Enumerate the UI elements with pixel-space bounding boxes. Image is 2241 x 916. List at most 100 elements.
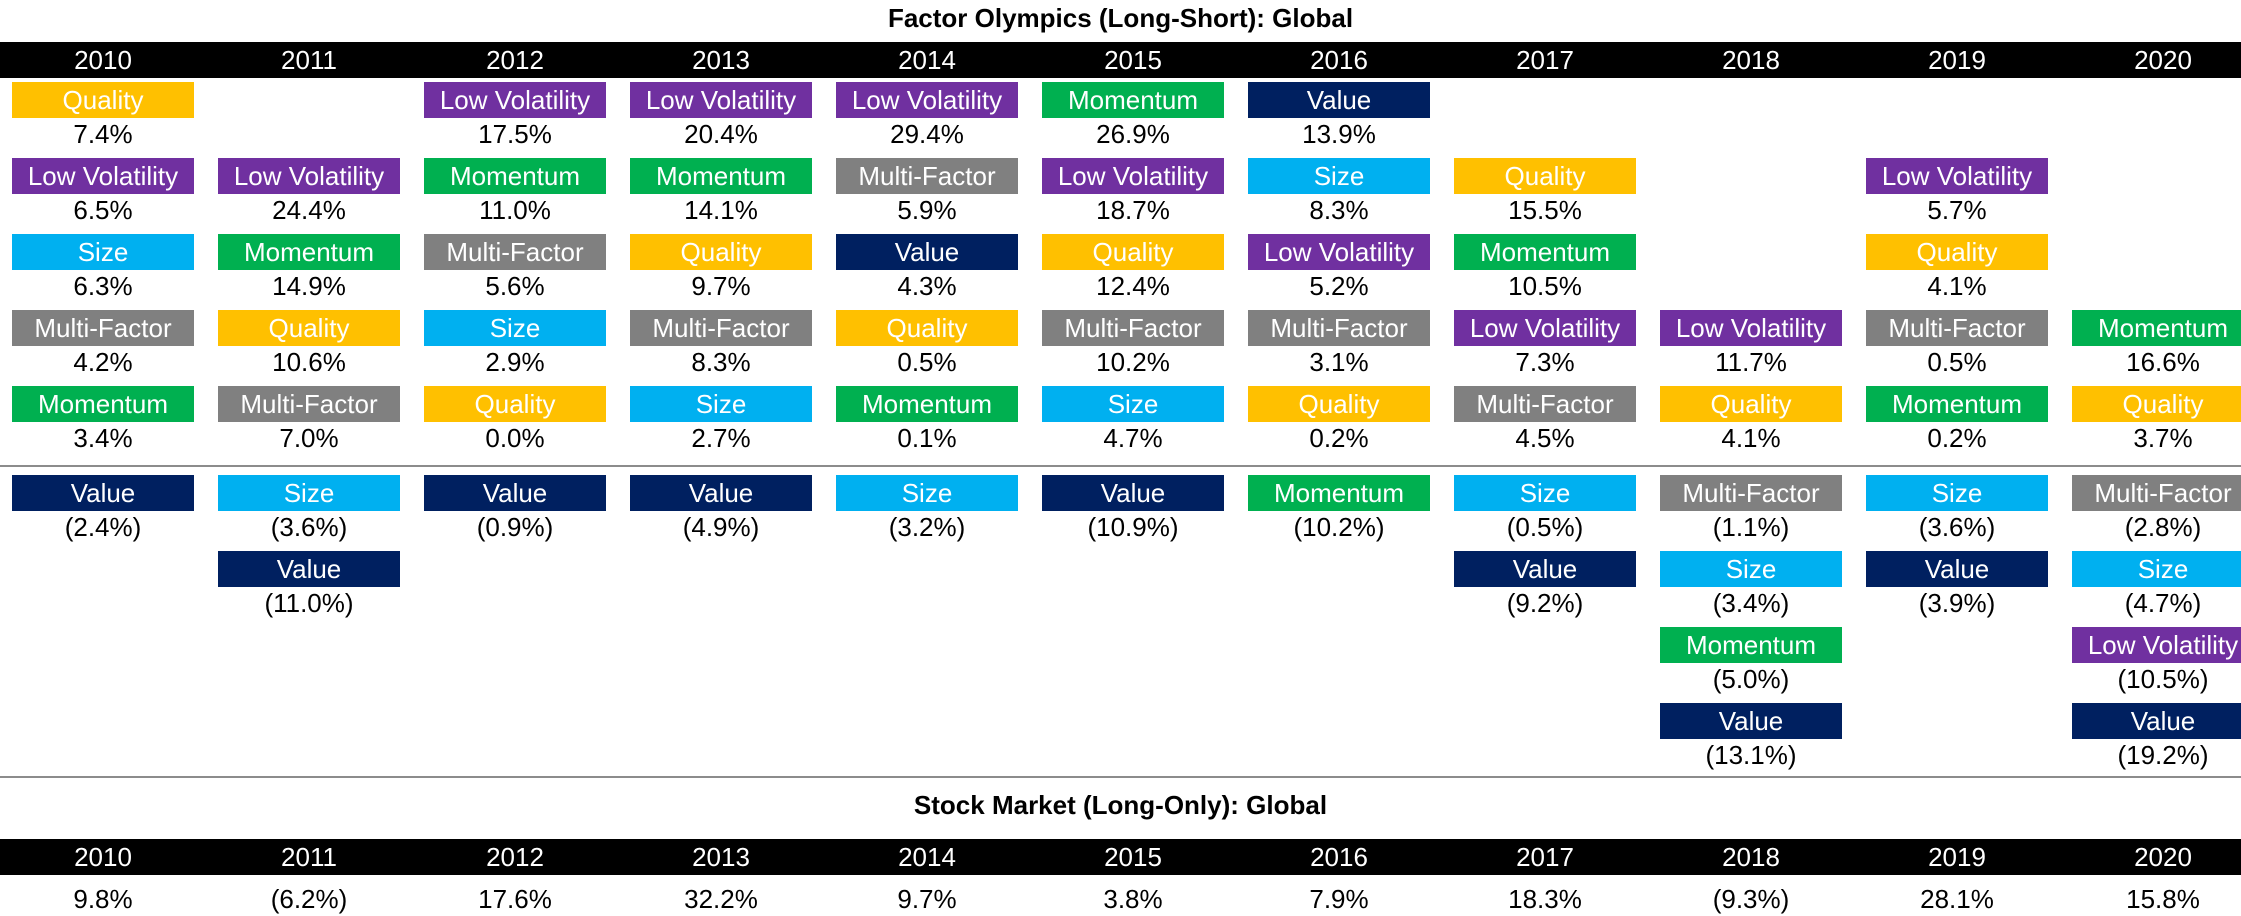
factor-return-value: 6.3% xyxy=(73,271,133,301)
factor-tile-size: Size xyxy=(1454,475,1636,511)
year-label-2013: 2013 xyxy=(692,45,750,75)
year-label-2012: 2012 xyxy=(486,45,544,75)
factor-tile-momentum: Momentum xyxy=(218,234,400,270)
factor-return-value: 5.6% xyxy=(485,271,545,301)
factor-return-value: 26.9% xyxy=(1096,119,1170,149)
factor-tile-quality: Quality xyxy=(2072,386,2241,422)
factor-return-value: 11.7% xyxy=(1715,347,1787,377)
market-chart-title: Stock Market (Long-Only): Global xyxy=(913,790,1328,820)
market-year-label-2012: 2012 xyxy=(486,842,544,872)
factor-tile-low-volatility: Low Volatility xyxy=(218,158,400,194)
factor-return-value: 10.6% xyxy=(272,347,346,377)
factor-return-value: 5.7% xyxy=(1927,195,1987,225)
market-year-header-bar xyxy=(0,839,2241,875)
factor-tile-quality: Quality xyxy=(1660,386,1842,422)
factor-return-value: 17.5% xyxy=(478,119,552,149)
section-divider-line xyxy=(0,776,2241,778)
market-year-label-2017: 2017 xyxy=(1516,842,1574,872)
factor-tile-value: Value xyxy=(12,475,194,511)
factor-tile-multi-factor: Multi-Factor xyxy=(1248,310,1430,346)
factor-tile-size: Size xyxy=(630,386,812,422)
factor-return-value: (5.0%) xyxy=(1712,664,1790,694)
factor-return-value: 4.5% xyxy=(1515,423,1575,453)
market-return-value: 18.3% xyxy=(1508,884,1582,914)
factor-tile-quality: Quality xyxy=(424,386,606,422)
factor-return-value: 7.4% xyxy=(73,119,133,149)
factor-tile-size: Size xyxy=(1866,475,2048,511)
factor-return-value: 8.3% xyxy=(691,347,751,377)
year-label-2018: 2018 xyxy=(1722,45,1780,75)
market-return-value: 9.7% xyxy=(897,884,957,914)
factor-tile-quality: Quality xyxy=(1866,234,2048,270)
factor-return-value: 12.4% xyxy=(1096,271,1170,301)
factor-return-value: (10.2%) xyxy=(1293,512,1385,542)
factor-tile-multi-factor: Multi-Factor xyxy=(1660,475,1842,511)
factor-tile-quality: Quality xyxy=(1042,234,1224,270)
market-return-value: 7.9% xyxy=(1309,884,1369,914)
year-label-2019: 2019 xyxy=(1928,45,1986,75)
factor-tile-multi-factor: Multi-Factor xyxy=(836,158,1018,194)
factor-return-value: (4.9%) xyxy=(682,512,760,542)
year-label-2020: 2020 xyxy=(2134,45,2192,75)
factor-return-value: 24.4% xyxy=(272,195,346,225)
factor-return-value: 14.9% xyxy=(272,271,346,301)
factor-tile-value: Value xyxy=(630,475,812,511)
factor-tile-quality: Quality xyxy=(1454,158,1636,194)
factor-tile-multi-factor: Multi-Factor xyxy=(1866,310,2048,346)
factor-tile-momentum: Momentum xyxy=(1660,627,1842,663)
factor-tile-size: Size xyxy=(1248,158,1430,194)
factor-tile-size: Size xyxy=(424,310,606,346)
factor-return-value: 0.5% xyxy=(1927,347,1987,377)
market-return-value: 3.8% xyxy=(1103,884,1163,914)
factor-return-value: 0.5% xyxy=(897,347,957,377)
market-return-value: 28.1% xyxy=(1920,884,1994,914)
factor-tile-low-volatility: Low Volatility xyxy=(2072,627,2241,663)
factor-return-value: (3.2%) xyxy=(888,512,966,542)
factor-return-value: 4.1% xyxy=(1927,271,1987,301)
factor-return-value: 5.9% xyxy=(897,195,957,225)
factor-tile-value: Value xyxy=(1454,551,1636,587)
factor-return-value: 18.7% xyxy=(1096,195,1170,225)
factor-tile-multi-factor: Multi-Factor xyxy=(218,386,400,422)
factor-return-value: (10.9%) xyxy=(1087,512,1179,542)
factor-tile-low-volatility: Low Volatility xyxy=(1248,234,1430,270)
factor-tile-low-volatility: Low Volatility xyxy=(12,158,194,194)
factor-return-value: (3.6%) xyxy=(1918,512,1996,542)
factor-tile-momentum: Momentum xyxy=(1042,82,1224,118)
market-year-label-2015: 2015 xyxy=(1104,842,1162,872)
market-return-value: 15.8% xyxy=(2126,884,2200,914)
factor-tile-value: Value xyxy=(218,551,400,587)
factor-return-value: 7.0% xyxy=(279,423,339,453)
market-year-label-2020: 2020 xyxy=(2134,842,2192,872)
factor-tile-low-volatility: Low Volatility xyxy=(1454,310,1636,346)
factor-return-value: (10.5%) xyxy=(2117,664,2209,694)
factor-tile-momentum: Momentum xyxy=(1454,234,1636,270)
market-return-value: 17.6% xyxy=(478,884,552,914)
factor-tile-quality: Quality xyxy=(218,310,400,346)
factor-return-value: 3.4% xyxy=(73,423,133,453)
factor-return-value: 15.5% xyxy=(1508,195,1582,225)
factor-return-value: (0.9%) xyxy=(476,512,554,542)
factor-tile-value: Value xyxy=(836,234,1018,270)
factor-tile-value: Value xyxy=(1660,703,1842,739)
factor-tile-value: Value xyxy=(2072,703,2241,739)
factor-tile-multi-factor: Multi-Factor xyxy=(2072,475,2241,511)
factor-tile-low-volatility: Low Volatility xyxy=(630,82,812,118)
factor-tile-quality: Quality xyxy=(630,234,812,270)
market-return-value: 32.2% xyxy=(684,884,758,914)
factor-return-value: 0.1% xyxy=(897,423,957,453)
factor-return-value: 4.1% xyxy=(1721,423,1781,453)
factor-return-value: (13.1%) xyxy=(1705,740,1797,770)
factor-return-value: 8.3% xyxy=(1309,195,1369,225)
factor-tile-momentum: Momentum xyxy=(630,158,812,194)
factor-return-value: (3.6%) xyxy=(270,512,348,542)
factor-tile-value: Value xyxy=(1866,551,2048,587)
factor-tile-size: Size xyxy=(2072,551,2241,587)
factor-tile-size: Size xyxy=(1042,386,1224,422)
factor-return-value: (0.5%) xyxy=(1506,512,1584,542)
year-label-2016: 2016 xyxy=(1310,45,1368,75)
factor-year-header-bar xyxy=(0,42,2241,78)
factor-tile-size: Size xyxy=(218,475,400,511)
market-year-label-2011: 2011 xyxy=(281,842,337,872)
